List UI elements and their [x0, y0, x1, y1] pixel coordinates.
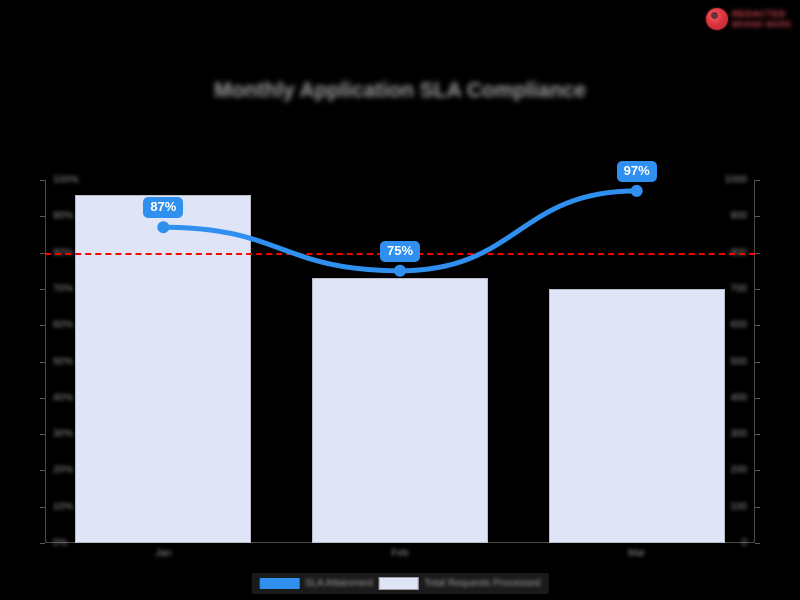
right-axis-tick-label: 70%	[53, 283, 74, 295]
legend-label-line: SLA Attainment	[304, 578, 374, 589]
left-axis-tick	[40, 288, 45, 290]
left-axis-tick	[40, 361, 45, 363]
left-axis-tick	[40, 180, 45, 181]
x-axis-label-mar: Mar	[628, 548, 646, 559]
right-axis-tick	[755, 325, 760, 327]
right-axis-tick	[755, 470, 760, 472]
left-axis-tick-label: 0	[741, 537, 747, 549]
left-axis-tick	[40, 216, 45, 218]
right-axis-tick	[755, 434, 760, 436]
line-marker-mar[interactable]	[630, 184, 643, 197]
legend-swatch-line-icon	[259, 578, 300, 589]
legend-label-bar: Total Requests Processed	[424, 578, 541, 589]
right-axis-tick-label: 10%	[53, 501, 74, 513]
right-axis-tick	[755, 543, 760, 544]
right-axis-tick	[755, 288, 760, 290]
right-axis-spine	[754, 180, 755, 543]
right-axis-tick-label: 0%	[53, 537, 68, 549]
chart-legend: SLA Attainment Total Requests Processed	[251, 573, 549, 594]
left-axis-tick-label: 400	[730, 392, 747, 404]
left-axis-tick-label: 300	[730, 428, 747, 440]
left-axis-tick-label: 1000	[724, 174, 747, 186]
right-axis-tick	[755, 180, 760, 181]
left-axis-tick-label: 600	[730, 319, 747, 331]
chart-title: Monthly Application SLA Compliance	[214, 79, 586, 102]
left-axis-tick-label: 900	[730, 210, 747, 222]
brand-logo-text: REDACTED BRAND MARK	[732, 9, 792, 30]
right-axis-tick-label: 50%	[53, 356, 74, 367]
brand-logo: REDACTED BRAND MARK	[705, 4, 792, 34]
right-axis-tick	[755, 397, 760, 399]
data-label-feb: 75%	[379, 240, 421, 262]
right-axis-tick-label: 30%	[53, 428, 74, 440]
legend-item-line[interactable]: SLA Attainment	[259, 578, 374, 589]
data-label-mar: 97%	[616, 160, 657, 182]
right-axis-tick-label: 40%	[53, 392, 74, 404]
right-axis-tick-label: 90%	[53, 210, 74, 222]
left-axis-tick	[40, 252, 45, 254]
left-axis-tick-label: 200	[730, 464, 747, 476]
brand-logo-icon	[705, 8, 728, 30]
left-axis-tick	[40, 506, 45, 508]
left-axis-spine	[45, 180, 46, 543]
x-axis-label-feb: Feb	[391, 548, 409, 559]
left-axis-tick	[40, 397, 45, 399]
right-axis-tick-label: 100%	[53, 174, 79, 186]
bar-feb[interactable]	[311, 278, 489, 543]
line-marker-feb[interactable]	[394, 264, 406, 277]
left-axis-tick	[40, 470, 45, 472]
legend-swatch-bar-icon	[379, 577, 420, 590]
bar-mar[interactable]	[548, 288, 725, 543]
left-axis-tick-label: 500	[730, 356, 747, 367]
plot-area: 1000 900 800 700 600 500 400 300 200 100 0 100% 90%…	[40, 160, 760, 559]
right-axis-tick	[755, 361, 760, 363]
right-axis-tick-label: 20%	[53, 464, 74, 476]
left-axis-tick	[40, 543, 45, 544]
right-axis-tick	[755, 252, 760, 254]
legend-item-bar[interactable]: Total Requests Processed	[379, 577, 540, 590]
right-axis-tick	[755, 216, 760, 218]
x-axis-label-jan: Jan	[155, 548, 172, 559]
data-label-jan: 87%	[143, 197, 184, 219]
left-axis-tick	[40, 434, 45, 436]
brand-logo-line-1: REDACTED	[731, 8, 786, 19]
left-axis-tick-label: 700	[730, 283, 747, 295]
left-axis-tick	[40, 325, 45, 327]
brand-logo-line-2: BRAND MARK	[731, 19, 792, 29]
right-axis-tick-label: 60%	[53, 319, 74, 331]
left-axis-tick-label: 100	[730, 501, 747, 513]
right-axis-tick	[755, 506, 760, 508]
bar-jan[interactable]	[75, 194, 252, 543]
